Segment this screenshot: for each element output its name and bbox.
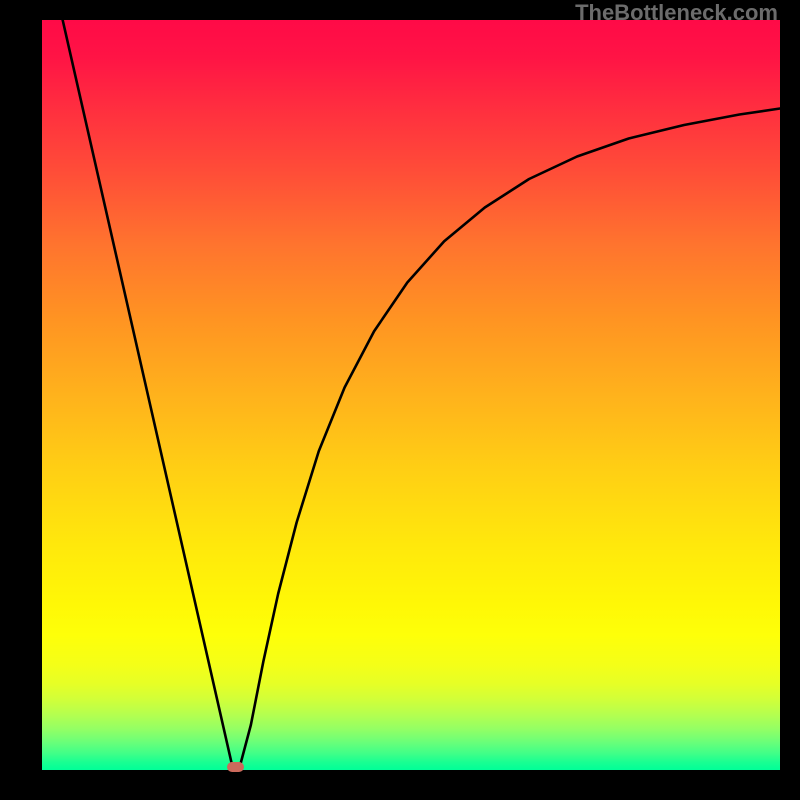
bottleneck-curve: [0, 0, 800, 800]
minimum-marker: [227, 762, 244, 772]
watermark-text: TheBottleneck.com: [575, 0, 778, 26]
